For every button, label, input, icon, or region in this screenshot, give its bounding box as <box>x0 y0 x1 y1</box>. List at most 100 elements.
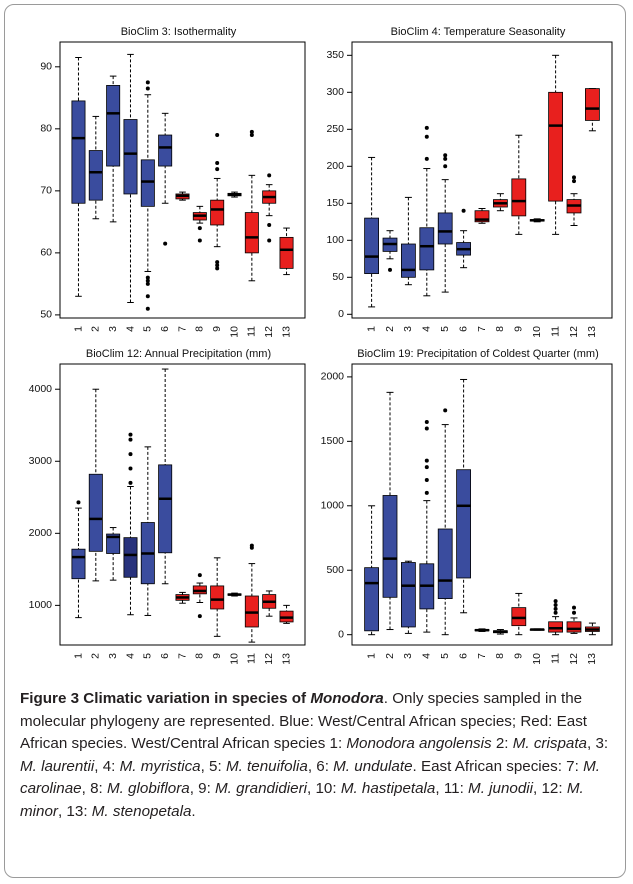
outlier <box>572 610 576 615</box>
box <box>401 562 416 628</box>
x-tick-label: 7 <box>476 653 488 659</box>
y-tick-label: 300 <box>326 86 344 98</box>
outlier <box>249 133 254 138</box>
plot-frame <box>59 41 306 319</box>
y-tick-label: 350 <box>326 49 344 61</box>
outlier <box>424 134 429 139</box>
x-tick-label: 7 <box>176 653 188 659</box>
x-tick-label: 2 <box>384 326 396 332</box>
x-tick-label: 10 <box>228 326 240 338</box>
chart-title: BioClim 4: Temperature Seasonality <box>391 26 566 38</box>
outlier <box>461 208 466 213</box>
caption-run: M. myristica <box>119 757 201 775</box>
y-tick-label: 500 <box>326 564 344 576</box>
y-tick-label: 50 <box>332 271 344 283</box>
x-tick-label: 12 <box>568 653 580 665</box>
box <box>437 212 453 245</box>
outlier <box>215 260 220 265</box>
figure-frame <box>4 4 626 878</box>
x-tick-label: 10 <box>531 326 543 338</box>
plot-frame <box>351 41 613 319</box>
y-tick-label: 3000 <box>29 455 53 467</box>
box <box>382 495 398 598</box>
box <box>548 91 563 202</box>
box <box>71 100 86 204</box>
x-tick-label: 3 <box>107 653 119 659</box>
outlier <box>424 125 429 130</box>
x-tick-label: 4 <box>124 326 136 332</box>
y-tick-label: 1000 <box>29 599 53 611</box>
outlier <box>424 420 429 425</box>
outlier <box>443 408 448 413</box>
caption-run: M. minor <box>20 780 584 820</box>
x-tick-label: 12 <box>263 653 275 665</box>
x-tick-label: 4 <box>421 653 433 659</box>
caption-run: , 11: <box>435 780 469 798</box>
caption-run: , 9: <box>189 780 216 798</box>
outlier <box>572 179 576 184</box>
x-tick-label: 13 <box>586 653 598 665</box>
caption: Figure 3 Climatic variation in species o… <box>20 688 616 824</box>
box <box>279 236 294 269</box>
outlier <box>424 458 429 463</box>
outlier <box>424 426 429 431</box>
caption-run: . East African species: 7: <box>412 757 584 775</box>
caption-run: M. grandidieri <box>215 780 308 798</box>
x-tick-label: 12 <box>568 326 580 338</box>
caption-run: M. tenuifolia <box>225 757 308 775</box>
caption-run: , 13: <box>57 802 92 820</box>
box <box>71 548 86 580</box>
y-tick-label: 50 <box>40 309 52 321</box>
x-tick-label: 5 <box>142 326 154 332</box>
outlier <box>128 452 133 457</box>
box <box>437 528 453 599</box>
box <box>210 585 225 610</box>
outlier <box>145 294 150 299</box>
outlier <box>249 543 254 548</box>
x-tick-label: 8 <box>194 653 206 659</box>
caption-run: M. laurentii <box>20 757 95 775</box>
outlier <box>572 605 576 610</box>
y-tick-label: 70 <box>40 185 52 197</box>
outlier <box>145 275 150 280</box>
outlier <box>424 465 429 470</box>
outlier <box>215 167 220 172</box>
outlier <box>76 500 81 505</box>
box <box>158 464 173 554</box>
caption-run: M. junodii <box>468 780 534 798</box>
caption-run: , 4: <box>94 757 120 775</box>
y-tick-label: 250 <box>326 123 344 135</box>
x-tick-label: 3 <box>402 326 414 332</box>
caption-run: . Only species sampled in the molecular … <box>20 690 588 753</box>
y-tick-label: 80 <box>40 123 52 135</box>
box <box>511 178 527 217</box>
outlier <box>553 610 558 615</box>
outlier <box>443 153 448 158</box>
outlier <box>267 222 272 227</box>
x-tick-label: 5 <box>439 653 451 659</box>
outlier <box>553 603 558 608</box>
caption-run: M. carolinae <box>20 757 600 798</box>
outlier <box>443 156 448 161</box>
box <box>548 621 563 633</box>
outlier <box>128 480 133 485</box>
x-tick-label: 13 <box>586 326 598 338</box>
box <box>210 199 225 226</box>
outlier <box>267 238 272 243</box>
caption-run: 2: <box>491 735 513 753</box>
x-tick-label: 8 <box>494 326 506 332</box>
chart-title: BioClim 19: Precipitation of Coldest Qua… <box>357 348 598 360</box>
caption-run: , 3: <box>587 735 609 753</box>
x-tick-label: 6 <box>159 653 171 659</box>
x-tick-label: 8 <box>194 326 206 332</box>
box <box>585 88 600 121</box>
box <box>364 217 379 275</box>
y-tick-label: 0 <box>338 628 344 640</box>
box <box>106 533 121 554</box>
caption-run: Monodora angolensis <box>346 735 492 753</box>
y-tick-label: 200 <box>326 160 344 172</box>
outlier <box>249 129 254 134</box>
x-tick-label: 11 <box>549 326 561 337</box>
caption-run: Monodora <box>310 690 384 707</box>
